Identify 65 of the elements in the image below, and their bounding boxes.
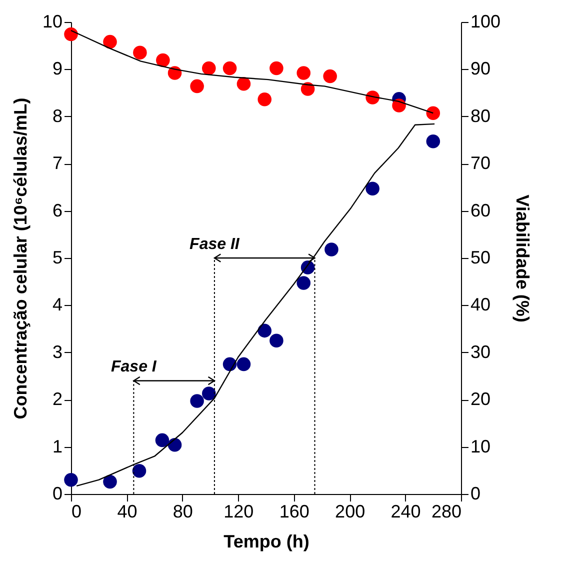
point	[190, 394, 204, 408]
y-tick-label: 10	[42, 12, 62, 32]
point	[258, 92, 272, 106]
y2-tick-label: 100	[470, 12, 501, 32]
point	[323, 69, 337, 84]
x-tick-label: 80	[172, 502, 193, 522]
x-axis-title: Tempo (h)	[224, 532, 310, 552]
point	[300, 82, 315, 96]
y-tick-label: 7	[52, 153, 62, 174]
point	[270, 334, 284, 348]
y-tick-label: 1	[52, 436, 62, 456]
point	[236, 357, 251, 372]
y2-tick-label: 20	[470, 389, 491, 410]
point	[392, 98, 406, 112]
annotation: Fase I	[111, 358, 157, 376]
point	[168, 438, 182, 452]
point	[64, 472, 78, 487]
point	[103, 474, 117, 489]
x-tick-label: 40	[117, 502, 138, 522]
point	[426, 106, 440, 120]
point	[222, 61, 237, 76]
point	[296, 66, 310, 80]
y2-tick-label: 40	[470, 294, 491, 315]
y-tick-label: 8	[52, 106, 62, 126]
point	[133, 46, 147, 60]
y-axis-title: Concentração celular (10⁶células/mL)	[10, 98, 30, 420]
y2-tick-label: 80	[470, 106, 491, 126]
point	[202, 61, 216, 76]
y2-tick-label: 50	[470, 248, 491, 268]
point	[132, 464, 146, 478]
point	[296, 276, 310, 290]
point	[190, 79, 204, 94]
point	[168, 66, 182, 80]
point	[426, 134, 440, 148]
y-tick-label: 0	[52, 484, 62, 504]
point	[236, 76, 251, 91]
point	[366, 182, 380, 196]
y2-tick-label: 30	[470, 342, 491, 362]
point	[103, 34, 117, 49]
point	[324, 242, 338, 256]
point	[156, 53, 170, 68]
y2-axis-title: Viabilidade (%)	[512, 194, 533, 322]
y2-tick-label: 70	[470, 153, 491, 174]
y-tick-label: 9	[52, 58, 62, 79]
y2-tick-label: 10	[470, 436, 491, 456]
point	[202, 386, 216, 400]
x-tick-label: 240	[390, 502, 421, 522]
y-tick-label: 3	[52, 342, 62, 362]
annotation: Fase II	[190, 236, 240, 253]
y2-tick-label: 60	[470, 200, 491, 220]
x-tick-label: 280	[431, 502, 462, 522]
y2-tick-label: 0	[470, 484, 481, 504]
x-tick-label: 160	[279, 502, 310, 522]
point	[64, 27, 78, 42]
x-tick-label: 200	[335, 502, 366, 522]
point	[155, 433, 170, 448]
y-tick-label: 5	[52, 248, 62, 268]
point	[270, 61, 284, 76]
x-tick-label: 120	[224, 502, 254, 522]
y-tick-label: 4	[52, 294, 62, 315]
y2-tick-label: 90	[470, 58, 491, 79]
x-tick-label: 0	[72, 502, 82, 522]
y-tick-label: 2	[52, 389, 62, 410]
point	[258, 324, 272, 338]
y-tick-label: 6	[52, 200, 62, 220]
